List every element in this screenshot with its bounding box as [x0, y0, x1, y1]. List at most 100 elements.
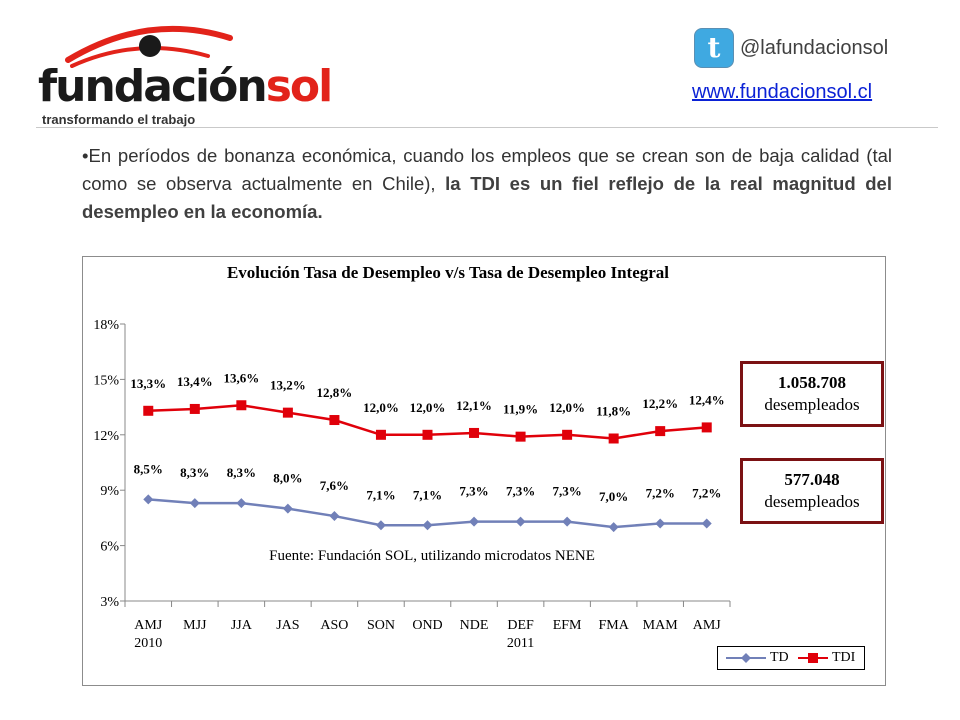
- td-point: [655, 518, 666, 529]
- callout-td-number: 577.048: [784, 470, 840, 489]
- x-tick-label: EFM: [553, 618, 582, 633]
- td-point: [422, 520, 433, 531]
- x-tick-label: MAM: [643, 618, 679, 633]
- tdi-point: [655, 426, 666, 437]
- callout-tdi-unemployed: 1.058.708 desempleados: [740, 361, 884, 427]
- td-point: [143, 494, 154, 505]
- twitter-icon[interactable]: t: [694, 28, 734, 68]
- data-label-td: 7,3%: [459, 484, 488, 499]
- y-tick-label: 9%: [100, 484, 119, 499]
- data-label-td: 7,3%: [552, 484, 581, 499]
- twitter-link[interactable]: t @lafundacionsol: [694, 28, 888, 68]
- tdi-point: [701, 422, 712, 433]
- twitter-icon-letter: t: [707, 31, 721, 64]
- logo-word-fundacion: fundación: [38, 61, 268, 112]
- x-tick-label: DEF: [507, 618, 534, 633]
- data-label-tdi: 12,8%: [317, 385, 353, 400]
- y-tick-label: 15%: [93, 373, 119, 388]
- td-point: [515, 516, 526, 527]
- data-label-tdi: 13,6%: [223, 370, 259, 385]
- td-point: [608, 522, 619, 533]
- legend-td-swatch-icon: [726, 653, 766, 663]
- x-tick-label: FMA: [598, 618, 629, 633]
- td-point: [701, 518, 712, 529]
- legend-item-td: TD: [724, 650, 789, 666]
- y-tick-label: 6%: [100, 540, 119, 555]
- data-label-tdi: 11,9%: [503, 402, 538, 417]
- tdi-point: [422, 429, 433, 440]
- data-label-td: 7,1%: [413, 487, 442, 502]
- data-label-tdi: 12,2%: [642, 396, 678, 411]
- x-tick-label: AMJ: [693, 618, 722, 633]
- body-paragraph: •En períodos de bonanza económica, cuand…: [82, 142, 892, 226]
- tdi-point: [329, 415, 340, 426]
- y-tick-label: 12%: [93, 429, 119, 444]
- data-label-td: 8,0%: [273, 471, 302, 486]
- x-tick-label: NDE: [460, 618, 489, 633]
- data-label-tdi: 11,8%: [596, 403, 631, 418]
- chart-legend: TD TDI: [717, 646, 865, 670]
- legend-tdi-swatch-icon: [798, 653, 828, 663]
- x-tick-label: AMJ: [134, 618, 163, 633]
- body-text-bold: la TDI es un fiel reflejo de la real mag…: [82, 173, 892, 222]
- tdi-point: [608, 433, 619, 444]
- data-label-td: 7,2%: [692, 485, 721, 500]
- body-text-plain: •En períodos de bonanza económica, cuand…: [82, 145, 892, 194]
- x-tick-label: OND: [412, 618, 442, 633]
- data-label-td: 7,6%: [320, 478, 349, 493]
- website-link[interactable]: www.fundacionsol.cl: [692, 81, 873, 103]
- tdi-point: [562, 429, 573, 440]
- logo-tagline: transformando el trabajo: [42, 112, 196, 127]
- td-point: [282, 503, 293, 514]
- x-tick-sublabel: 2010: [134, 636, 162, 651]
- twitter-handle[interactable]: @lafundacionsol: [740, 36, 889, 59]
- data-label-td: 7,3%: [506, 484, 535, 499]
- data-label-td: 7,0%: [599, 489, 628, 504]
- x-tick-label: JAS: [276, 618, 299, 633]
- x-tick-label: SON: [367, 618, 395, 633]
- data-label-td: 7,2%: [646, 485, 675, 500]
- y-tick-label: 3%: [100, 595, 119, 610]
- tdi-point: [189, 403, 200, 414]
- data-label-td: 8,3%: [227, 465, 256, 480]
- data-label-td: 8,3%: [180, 465, 209, 480]
- data-label-tdi: 13,3%: [130, 376, 166, 391]
- callout-tdi-number: 1.058.708: [778, 373, 846, 392]
- x-tick-sublabel: 2011: [507, 636, 534, 651]
- eye-logo-icon: [65, 25, 233, 68]
- tdi-point: [143, 405, 154, 416]
- legend-tdi-label: TDI: [832, 650, 856, 665]
- td-point: [469, 516, 480, 527]
- x-tick-label: ASO: [320, 618, 348, 633]
- callout-td-unemployed: 577.048 desempleados: [740, 458, 884, 524]
- data-label-tdi: 12,0%: [549, 400, 585, 415]
- data-label-tdi: 13,4%: [177, 374, 213, 389]
- data-label-tdi: 12,0%: [363, 400, 399, 415]
- data-label-tdi: 12,4%: [689, 392, 725, 407]
- data-label-tdi: 13,2%: [270, 378, 306, 393]
- data-label-td: 8,5%: [134, 461, 163, 476]
- y-tick-label: 18%: [93, 318, 119, 333]
- data-label-tdi: 12,0%: [410, 400, 446, 415]
- fundacion-sol-logo[interactable]: fundaciónsol transformando el trabajo: [36, 16, 333, 127]
- tdi-point: [282, 407, 293, 418]
- callout-td-label: desempleados: [764, 492, 860, 511]
- td-point: [236, 498, 247, 509]
- tdi-point: [236, 400, 247, 411]
- tdi-point: [469, 427, 480, 438]
- x-tick-label: MJJ: [183, 618, 207, 633]
- data-label-tdi: 12,1%: [456, 398, 492, 413]
- legend-td-label: TD: [770, 650, 789, 665]
- source-annotation: Fuente: Fundación SOL, utilizando microd…: [269, 548, 595, 564]
- td-point: [189, 498, 200, 509]
- td-point: [562, 516, 573, 527]
- legend-item-tdi: TDI: [796, 650, 855, 666]
- tdi-point: [515, 431, 526, 442]
- logo-word-sol: sol: [265, 61, 333, 112]
- td-point: [329, 511, 340, 522]
- x-tick-label: JJA: [231, 618, 253, 633]
- callout-tdi-label: desempleados: [764, 395, 860, 414]
- data-label-td: 7,1%: [366, 487, 395, 502]
- logo-wordmark: fundaciónsol: [38, 61, 333, 112]
